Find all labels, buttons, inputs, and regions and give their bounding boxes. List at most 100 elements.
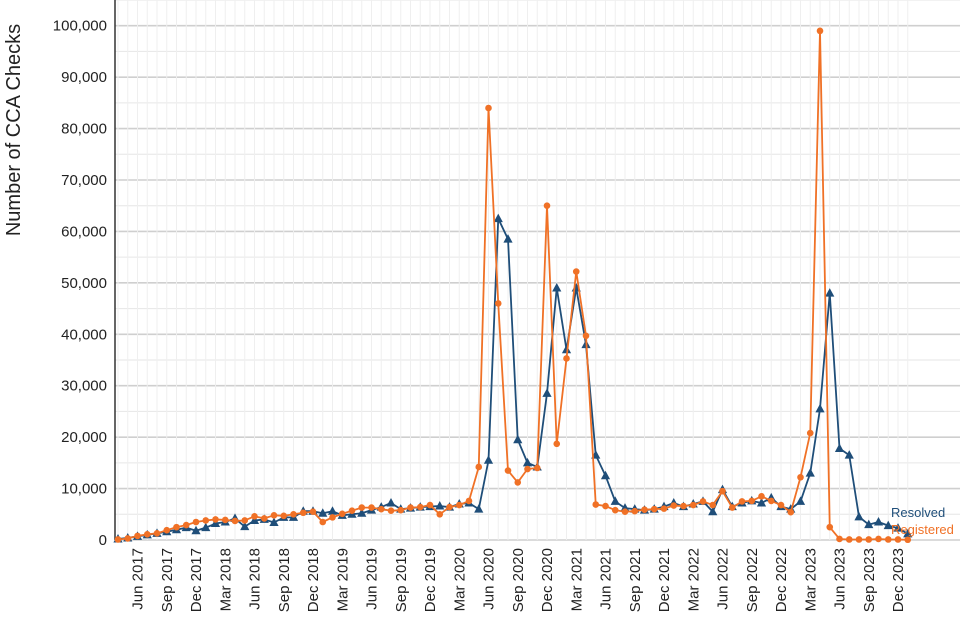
x-tick-label: Mar 2020 [451,548,468,611]
data-point-circle [163,526,171,534]
series-registered [114,27,912,544]
legend-label-resolved: Resolved [891,505,945,520]
data-point-circle [611,506,619,514]
x-tick-label: Dec 2020 [539,548,556,612]
y-tick-label: 40,000 [61,326,107,343]
data-point-circle [660,505,668,512]
series-line-resolved [117,217,909,540]
data-point-circle [777,501,785,509]
data-point-circle [553,440,561,448]
x-tick-label: Jun 2018 [247,548,264,610]
x-tick-label: Jun 2023 [832,548,849,610]
x-tick-label: Mar 2022 [685,548,702,611]
data-point-circle [153,530,161,537]
data-point-circle [309,508,317,516]
y-tick-label: 90,000 [61,69,107,86]
data-point-triangle [191,525,201,535]
data-point-circle [270,512,278,519]
data-point-triangle [522,457,533,467]
data-point-triangle [903,528,913,538]
data-point-circle [689,501,697,509]
data-point-triangle [873,517,884,526]
x-tick-label: Jun 2017 [130,548,147,610]
data-point-circle [114,536,122,543]
data-point-circle [124,535,132,542]
data-point-circle [758,492,765,500]
data-point-circle [397,506,405,514]
x-tick-label: Jun 2022 [715,548,732,610]
data-point-circle [767,497,775,505]
data-point-triangle [493,213,503,223]
x-tick-label: Sep 2023 [861,548,878,612]
data-point-circle [290,510,297,518]
x-tick-label: Sep 2020 [510,548,527,612]
data-point-circle [407,504,414,511]
data-point-circle [728,504,736,511]
data-point-circle [485,104,492,112]
y-tick-label: 0 [99,532,107,549]
data-point-circle [875,535,882,543]
x-tick-label: Mar 2023 [802,548,819,611]
y-tick-label: 20,000 [61,429,107,446]
data-point-circle [816,27,824,35]
data-point-triangle [825,288,835,297]
data-point-circle [797,473,804,481]
data-point-circle [543,202,551,210]
data-point-circle [845,536,853,543]
data-point-circle [904,536,912,544]
x-tick-label: Dec 2019 [422,548,439,612]
data-point-triangle [327,506,338,515]
data-point-circle [182,521,190,529]
data-point-circle [387,507,395,514]
data-point-triangle [318,508,328,517]
data-point-circle [631,507,639,515]
data-point-circle [572,268,580,275]
data-point-triangle [386,497,396,507]
data-point-circle [241,517,249,524]
x-tick-label: Dec 2017 [188,548,205,612]
x-tick-label: Sep 2019 [393,548,410,612]
x-tick-label: Sep 2022 [744,548,761,612]
data-point-circle [719,487,726,495]
x-tick-label: Mar 2021 [568,548,585,611]
data-point-triangle [600,470,611,480]
x-tick-label: Mar 2018 [217,548,234,611]
y-tick-label: 100,000 [53,18,107,35]
y-axis-title: Number of CCA Checks [3,24,25,236]
data-point-circle [855,536,863,543]
x-tick-label: Dec 2018 [305,548,322,612]
x-tick-label: Jun 2019 [364,548,381,610]
data-point-circle [787,508,795,516]
data-point-circle [202,517,210,524]
data-point-circle [894,536,902,543]
data-point-triangle [552,283,562,292]
data-point-circle [368,504,375,511]
data-point-circle [436,510,444,518]
data-point-circle [504,467,512,474]
data-point-circle [592,501,600,508]
data-point-circle [533,464,541,472]
data-point-circle [299,509,307,517]
x-axis-tick-labels: Jun 2017 Sep 2017 Dec 2017 Mar 2018 Jun 2018… [130,548,908,612]
data-point-circle [251,513,258,520]
data-point-triangle [240,521,250,531]
data-point-triangle [201,522,211,532]
data-point-triangle [795,496,806,505]
data-point-circle [806,429,814,437]
x-tick-label: Sep 2021 [627,548,644,612]
data-point-circle [884,536,892,543]
data-point-circle [524,465,531,473]
data-point-circle [709,501,717,509]
data-point-circle [670,502,678,509]
data-point-triangle [805,468,815,477]
data-point-circle [377,505,385,513]
x-tick-label: Jun 2020 [481,548,498,610]
data-point-circle [680,502,687,510]
y-tick-label: 60,000 [61,223,107,240]
data-point-circle [563,355,570,362]
x-tick-label: Mar 2019 [334,548,351,611]
data-point-triangle [249,515,260,524]
legend: Resolved Registered [891,505,954,537]
data-point-triangle [483,455,494,464]
